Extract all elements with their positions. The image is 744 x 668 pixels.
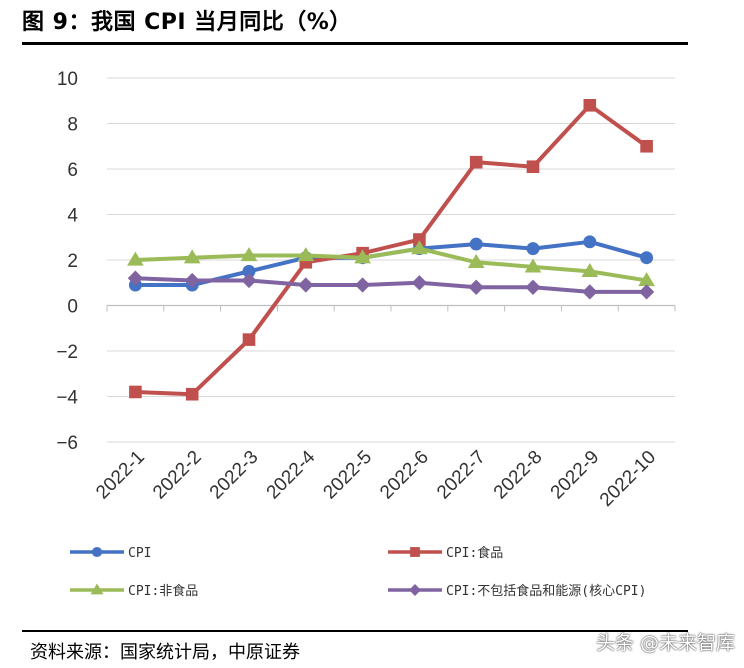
gridlines [107, 77, 675, 443]
x-tick-label: 2022-1 [92, 447, 149, 504]
legend-label: CPI [128, 546, 151, 561]
legend-label: CPI:食品 [446, 545, 503, 561]
legend-item: CPI:不包括食品和能源(核心CPI) [388, 583, 646, 599]
data-point [640, 251, 654, 265]
y-tick-label: −2 [56, 342, 78, 363]
data-point [582, 284, 598, 300]
data-point [410, 547, 420, 557]
data-point [183, 249, 201, 264]
x-tick-label: 2022-8 [490, 447, 547, 504]
data-point [638, 272, 655, 287]
data-point [354, 277, 371, 293]
data-point [583, 235, 597, 249]
x-tick-label: 2022-3 [206, 447, 263, 504]
series-line [133, 276, 649, 294]
y-tick-label: 8 [67, 115, 78, 136]
data-point [127, 270, 144, 286]
x-axis [106, 304, 676, 312]
series-line [133, 103, 649, 397]
data-point [242, 333, 256, 346]
data-point [297, 247, 315, 262]
data-point [469, 155, 483, 169]
data-point [469, 237, 483, 251]
x-tick-label: 2022-10 [596, 447, 660, 511]
data-point [409, 584, 421, 596]
x-tick-label: 2022-5 [319, 447, 376, 504]
data-point [411, 275, 428, 291]
data-point [583, 99, 597, 112]
data-point [354, 249, 371, 264]
data-point [298, 277, 314, 293]
legend-item: CPI:非食品 [70, 583, 198, 599]
source-rule [22, 630, 688, 632]
source-note: 资料来源：国家统计局，中原证券 [30, 642, 300, 663]
data-point [638, 284, 655, 300]
title-rule [22, 42, 688, 45]
series-lines [127, 99, 655, 401]
y-tick-label: −4 [56, 388, 78, 409]
data-point [127, 251, 144, 266]
data-point [242, 264, 256, 278]
x-tick-label: 2022-4 [263, 446, 320, 503]
series-diamond [127, 270, 655, 300]
x-tick-label: 2022-2 [149, 447, 206, 504]
data-point [413, 233, 426, 246]
series-triangle [127, 240, 655, 287]
data-point [90, 583, 104, 595]
y-tick-label: 6 [67, 160, 78, 181]
data-point [526, 242, 540, 256]
legend-item: CPI [70, 546, 151, 561]
data-point [640, 139, 653, 153]
legend-label: CPI:不包括食品和能源(核心CPI) [446, 583, 646, 599]
legend: CPI CPI:食品 CPI:非食品 CPI:不包括食品和能源(核心CPI) [70, 545, 646, 599]
legend-label: CPI:非食品 [128, 583, 198, 599]
x-tick-label: 2022-7 [433, 447, 490, 504]
data-point [240, 247, 258, 262]
x-tick-label: 2022-6 [376, 447, 433, 504]
data-point [185, 387, 199, 401]
y-tick-label: −6 [56, 433, 78, 454]
series-line [133, 246, 649, 283]
series-square [129, 99, 653, 401]
y-axis-ticks: −6 −4 −2 0 2 4 6 8 10 [56, 69, 78, 454]
data-point [524, 258, 542, 273]
data-point [468, 279, 484, 295]
y-tick-label: 10 [57, 69, 78, 90]
data-point [184, 272, 200, 289]
data-point [525, 279, 541, 295]
x-tick-label: 2022-9 [547, 447, 604, 504]
y-tick-label: 0 [67, 297, 78, 318]
data-point [467, 253, 485, 268]
data-point [129, 385, 142, 399]
x-axis-ticks: 2022-1 2022-2 2022-3 2022-4 2022-5 2022-6 2022… [92, 446, 660, 510]
y-tick-label: 2 [67, 251, 78, 272]
watermark: 头条 @未来智库 [596, 632, 736, 654]
legend-item: CPI:食品 [388, 545, 503, 561]
data-point [241, 272, 257, 289]
figure-title: 图 9：我国 CPI 当月同比（%） [22, 10, 352, 35]
data-point [581, 263, 599, 278]
data-point [411, 240, 428, 255]
data-point [91, 546, 103, 558]
y-tick-label: 4 [67, 206, 78, 227]
data-point [526, 160, 540, 174]
